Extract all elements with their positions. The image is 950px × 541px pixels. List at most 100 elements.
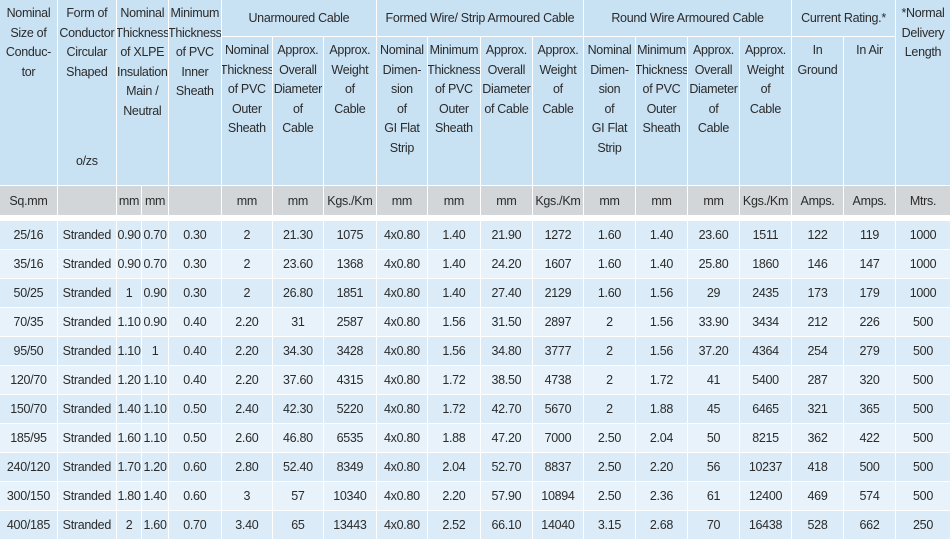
cell-text: 1.88: [442, 431, 466, 445]
cell-text: 2587: [336, 315, 364, 329]
data-cell: 147: [844, 250, 896, 278]
cell-text: 8349: [336, 460, 364, 474]
subheader-cell: Minimum Thickness of PVC Outer Sheath: [427, 37, 480, 185]
cell-text: 119: [860, 228, 880, 242]
subheader-line: Dimen-: [382, 62, 422, 77]
data-cell: 1368: [323, 250, 376, 278]
data-cell: 1.40: [116, 395, 142, 423]
cell-text: 29: [706, 286, 721, 300]
subheader-line: Thickness: [221, 62, 272, 77]
data-cell: 0.90: [142, 279, 168, 307]
data-cell: Stranded: [57, 395, 116, 423]
spacer: [116, 216, 142, 220]
spacer: [57, 216, 116, 220]
data-cell: 57.90: [480, 482, 532, 510]
data-cell: 4x0.80: [376, 366, 427, 394]
unit-cell: [57, 186, 116, 215]
cell-text: 57: [291, 489, 305, 503]
data-cell: 1607: [532, 250, 583, 278]
cell-text: 21.30: [282, 228, 313, 242]
subheader-line: Approx.: [329, 43, 371, 57]
cell-text: 2.20: [649, 460, 674, 474]
data-cell: 70: [687, 511, 739, 539]
cell-text: 3777: [544, 344, 572, 358]
cell-text: 1.60: [117, 431, 141, 445]
data-cell: 2: [221, 279, 272, 307]
cell-text: 2.68: [649, 518, 674, 532]
header-line: Neutral: [123, 103, 162, 118]
header-line: Formed Wire/ Strip Armoured Cable: [385, 11, 575, 25]
cell-text: 21.90: [491, 228, 522, 242]
data-cell: Stranded: [57, 366, 116, 394]
subheader-line: of: [708, 101, 719, 116]
cell-text: Stranded: [62, 344, 112, 358]
subheader-line: Approx.: [745, 43, 786, 57]
data-cell: Stranded: [57, 337, 116, 365]
cell-text: 0.50: [183, 402, 207, 416]
data-cell: 1.60: [142, 511, 168, 539]
cell-text: 41: [706, 373, 721, 387]
data-cell: 1.72: [635, 366, 687, 394]
cell-text: 6535: [336, 431, 364, 445]
data-cell: 212: [792, 308, 844, 336]
data-cell: 574: [844, 482, 896, 510]
header-cell: Current Rating.*: [792, 0, 896, 36]
data-cell: 119: [844, 221, 896, 249]
data-cell: 400/185: [0, 511, 57, 539]
data-cell: 1.40: [142, 482, 168, 510]
data-cell: 0.40: [168, 337, 221, 365]
data-cell: 300/150: [0, 482, 57, 510]
header-line: Length: [904, 45, 942, 59]
cell-text: 500: [913, 431, 933, 445]
cell-text: 1.60: [143, 518, 167, 532]
subheader-line: Approx.: [485, 43, 527, 57]
data-cell: 47.20: [480, 424, 532, 452]
cell-text: 254: [807, 344, 828, 358]
data-cell: 4x0.80: [376, 424, 427, 452]
data-cell: 418: [792, 453, 844, 481]
data-cell: 24.20: [480, 250, 532, 278]
cell-text: 1: [125, 286, 133, 300]
cell-text: 250: [913, 518, 933, 532]
subheader-line: Dimen-: [590, 62, 629, 77]
cell-text: 2.80: [235, 460, 259, 474]
cell-text: 500: [913, 489, 933, 503]
data-cell: 1.72: [427, 366, 480, 394]
data-cell: 0.30: [168, 250, 221, 278]
data-cell: 3.40: [221, 511, 272, 539]
subheader-line: Weight: [539, 62, 577, 77]
header-cell: Unarmoured Cable: [221, 0, 376, 36]
unit-cell: mm: [272, 186, 323, 215]
cell-text: 25.80: [698, 257, 729, 271]
subheader-cell: Approx. Weight of Cable: [323, 37, 376, 185]
cell-text: 1860: [752, 257, 779, 271]
data-cell: 320: [844, 366, 896, 394]
subheader-line: Outer: [439, 101, 469, 116]
cell-text: 27.40: [491, 286, 522, 300]
subheader-line: of Cable: [484, 101, 529, 116]
data-cell: 2.68: [635, 511, 687, 539]
data-cell: Stranded: [57, 511, 116, 539]
cell-text: 1.56: [649, 286, 674, 300]
data-cell: 3434: [739, 308, 791, 336]
data-cell: 50: [687, 424, 739, 452]
data-cell: 500: [844, 453, 896, 481]
subheader-line: Weight: [331, 62, 369, 77]
spacer: [480, 216, 532, 220]
unit-text: mm: [651, 193, 672, 208]
subheader-line: In: [812, 43, 823, 57]
data-cell: 3777: [532, 337, 583, 365]
cell-text: 2.40: [235, 402, 259, 416]
data-cell: 500: [896, 337, 950, 365]
header-line: Current Rating.*: [801, 11, 886, 25]
spacer: [142, 216, 168, 220]
subheader-cell: Approx. Overall Diameter of Cable: [687, 37, 739, 185]
subheader-line: of: [396, 101, 407, 116]
subheader-cell: Nominal Dimen-sion of GI Flat Strip: [583, 37, 635, 185]
cell-text: 50/25: [13, 286, 44, 300]
header-line: tor: [21, 64, 36, 79]
cell-text: 1.40: [442, 228, 466, 242]
cell-text: 321: [807, 402, 828, 416]
cell-text: 362: [807, 431, 828, 445]
unit-cell: mm: [142, 186, 168, 215]
